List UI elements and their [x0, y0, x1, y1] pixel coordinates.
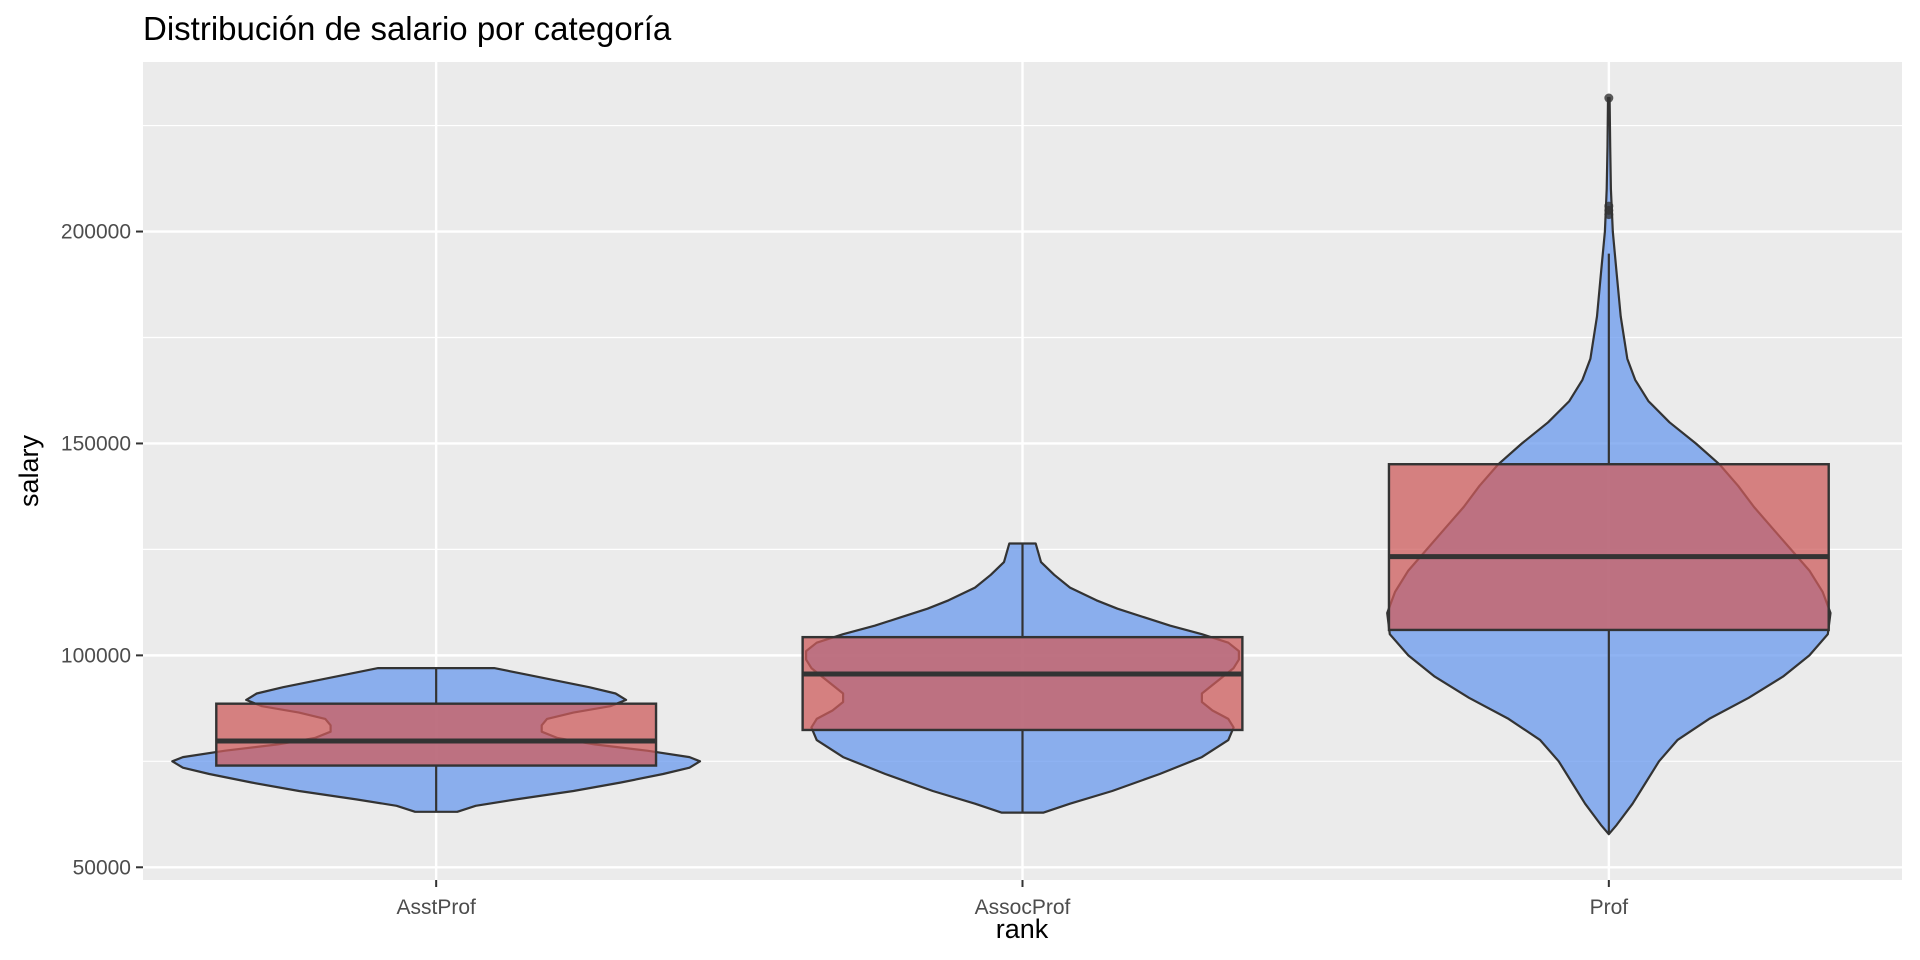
x-tick-label: AsstProf: [396, 896, 476, 919]
x-axis: AsstProf AssocProf Prof: [396, 880, 1628, 919]
y-axis-title: salary: [14, 434, 44, 507]
chart-title: Distribución de salario por categoría: [143, 10, 672, 47]
box-assocprof: [801, 635, 1244, 732]
x-axis-title: rank: [996, 914, 1049, 944]
x-tick-label: Prof: [1590, 896, 1629, 919]
y-tick-label: 200000: [61, 221, 131, 244]
y-tick-label: 50000: [73, 856, 131, 879]
outlier-point: [1604, 93, 1614, 103]
y-axis: 50000 100000 150000 200000: [61, 221, 143, 879]
y-tick-label: 150000: [61, 432, 131, 455]
box-prof: [1387, 463, 1830, 632]
y-tick-label: 100000: [61, 644, 131, 667]
x-tick-label: AssocProf: [975, 896, 1071, 919]
boxplots: [215, 93, 1830, 835]
box-asstprof: [215, 702, 658, 767]
outlier-point: [1604, 201, 1614, 211]
